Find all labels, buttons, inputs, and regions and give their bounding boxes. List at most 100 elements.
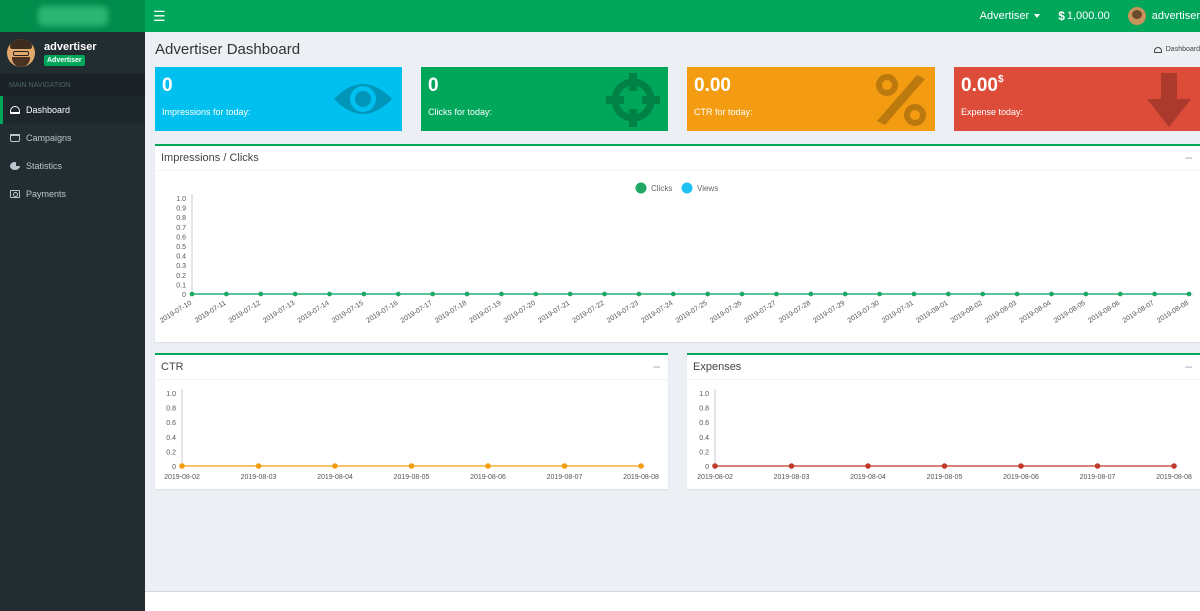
sidebar-item-statistics[interactable]: Statistics (0, 152, 145, 180)
x-tick-label: 2019-07-25 (675, 300, 709, 325)
x-tick-label: 2019-08-02 (164, 474, 200, 481)
y-tick-label: 0.4 (699, 435, 709, 442)
impressions-stat-box: 0 Impressions for today: (155, 67, 402, 131)
legend-label: Clicks (651, 184, 672, 193)
caret-down-icon (1034, 14, 1041, 18)
data-point (179, 463, 185, 469)
y-tick-label: 0.2 (699, 449, 709, 456)
breadcrumb[interactable]: Dashboard (1153, 46, 1200, 53)
expenses-box: Expenses – 1.0 0.8 0.6 0.4 0.2 0 2019-08-02 201… (687, 353, 1200, 489)
x-tick-label: 2019-07-24 (640, 300, 674, 325)
stat-value: 0 (428, 75, 439, 96)
y-tick-label: 0 (172, 464, 176, 471)
x-tick-label: 2019-08-03 (241, 474, 277, 481)
x-tick-label: 2019-08-08 (1156, 300, 1190, 325)
x-tick-label: 2019-07-26 (709, 300, 743, 325)
role-dropdown[interactable]: Advertiser (980, 10, 1041, 22)
data-point (788, 463, 795, 469)
x-tick-label: 2019-07-13 (262, 300, 296, 325)
data-point (224, 291, 229, 297)
x-tick-label: 2019-07-23 (606, 300, 640, 325)
y-tick-label: 0.2 (176, 273, 186, 280)
data-point (408, 463, 415, 469)
legend-marker (635, 182, 647, 194)
crosshairs-icon (606, 73, 660, 127)
expense-stat-box: 0.00$ Expense today: (954, 67, 1200, 131)
x-tick-label: 2019-07-22 (572, 300, 606, 325)
balance-display[interactable]: $ 1,000.00 (1058, 9, 1110, 23)
data-point (561, 463, 568, 469)
x-tick-label: 2019-07-18 (434, 300, 468, 325)
ctr-stat-box: 0.00 CTR for today: (687, 67, 935, 131)
stat-label: Clicks for today: (428, 107, 493, 117)
data-point (1014, 291, 1020, 297)
dashboard-icon (10, 106, 20, 114)
y-tick-label: 0 (705, 464, 709, 471)
money-icon (10, 190, 20, 198)
x-tick-label: 2019-07-12 (228, 300, 262, 325)
data-point (189, 291, 195, 297)
x-tick-label: 2019-07-27 (743, 300, 777, 325)
x-tick-label: 2019-07-28 (778, 300, 812, 325)
data-point (911, 291, 917, 297)
x-tick-label: 2019-07-21 (537, 300, 571, 325)
collapse-icon[interactable]: – (653, 359, 660, 373)
x-tick-label: 2019-08-04 (850, 474, 886, 481)
x-tick-label: 2019-08-07 (547, 474, 583, 481)
data-point (712, 463, 718, 469)
stat-value: 0 (162, 75, 173, 96)
y-tick-label: 0.1 (176, 282, 186, 289)
x-tick-label: 2019-07-20 (503, 300, 537, 325)
collapse-icon[interactable]: – (1185, 150, 1192, 164)
x-tick-label: 2019-08-08 (623, 474, 659, 481)
y-tick-label: 0.7 (176, 225, 186, 232)
x-tick-label: 2019-08-05 (1053, 300, 1087, 325)
data-point (1094, 463, 1101, 469)
x-tick-label: 2019-08-07 (1122, 300, 1156, 325)
dollar-suffix: $ (997, 74, 1004, 85)
impressions-clicks-box: Impressions / Clicks – 1.0 0.9 0.8 0.7 0.6 0.… (155, 144, 1200, 342)
box-header: CTR – (155, 355, 668, 380)
sidebar-item-label: Statistics (26, 161, 63, 171)
user-menu-label: advertiser (1151, 10, 1200, 22)
user-panel: advertiser Advertiser (0, 32, 145, 74)
legend-marker (681, 182, 693, 194)
sidebar-item-payments[interactable]: Payments (0, 180, 145, 208)
box-header: Impressions / Clicks – (155, 146, 1200, 171)
x-tick-label: 2019-08-07 (1080, 474, 1116, 481)
sidebar-item-dashboard[interactable]: Dashboard (0, 96, 145, 124)
box-title: Expenses (693, 361, 742, 373)
data-point (464, 291, 470, 297)
y-tick-label: 0.8 (176, 215, 186, 222)
user-menu[interactable]: advertiser (1127, 7, 1200, 25)
legend-label: Views (697, 184, 718, 193)
sidebar-toggle-icon[interactable]: ☰ (153, 8, 166, 24)
y-tick-label: 1.0 (176, 196, 186, 203)
y-tick-label: 1.0 (699, 391, 709, 398)
data-point (636, 291, 642, 297)
y-tick-label: 0.5 (176, 244, 186, 251)
data-point (332, 463, 338, 469)
logo-blurred-image (38, 6, 108, 26)
role-dropdown-label: Advertiser (979, 10, 1030, 22)
x-tick-label: 2019-07-11 (194, 300, 228, 325)
ctr-chart: 1.0 0.8 0.6 0.4 0.2 0 2019-08-02 2019-08-03 2019… (164, 389, 659, 481)
expenses-chart: 1.0 0.8 0.6 0.4 0.2 0 2019-08-02 2019-08-03 2019… (697, 389, 1192, 481)
nav-header: MAIN NAVIGATION (0, 74, 145, 96)
y-tick-label: 0.9 (176, 206, 186, 213)
data-point (980, 291, 986, 297)
y-tick-label: 0.8 (699, 406, 709, 413)
data-point (602, 291, 607, 297)
x-tick-label: 2019-07-19 (468, 300, 502, 325)
x-tick-label: 2019-08-06 (1003, 474, 1039, 481)
data-point (946, 291, 951, 297)
x-tick-label: 2019-08-06 (1087, 300, 1121, 325)
logo[interactable] (0, 0, 145, 32)
collapse-icon[interactable]: – (1185, 359, 1192, 373)
percent-icon (876, 74, 926, 126)
x-tick-label: 2019-07-10 (159, 300, 193, 325)
data-point (430, 291, 435, 297)
sidebar-item-campaigns[interactable]: Campaigns (0, 124, 145, 152)
data-point (638, 463, 644, 469)
clicks-stat-box: 0 Clicks for today: (421, 67, 668, 131)
